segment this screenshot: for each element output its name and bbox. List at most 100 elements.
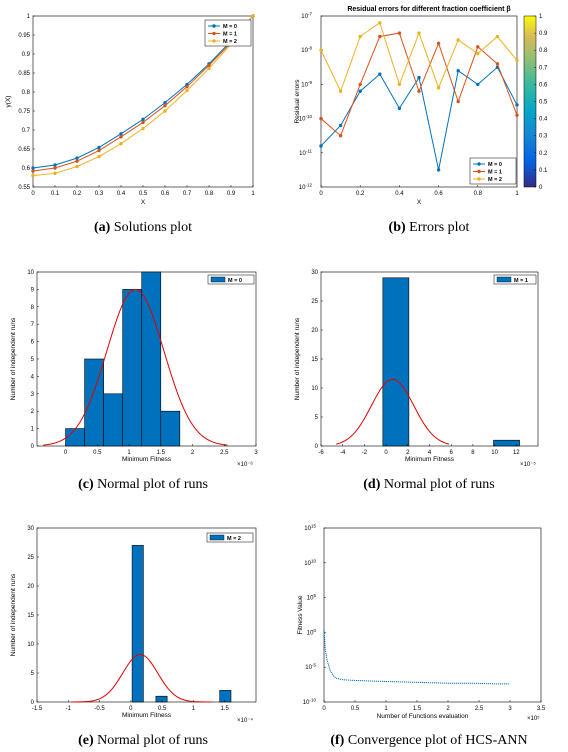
x-tick-label-a: 0 <box>31 191 35 197</box>
y-tick-label-a: 0.95 <box>18 33 30 39</box>
y-tick-label-d: 30 <box>311 270 318 276</box>
x-tick-label-a: 0.5 <box>139 191 148 197</box>
x-exponent-e: ×10⁻⁴ <box>237 717 253 724</box>
y-tick-label-b-base: 10 <box>299 185 306 191</box>
y-tick-label-a: 0.85 <box>18 71 30 77</box>
y-tick-label-f-base: 10 <box>307 630 314 636</box>
y-tick-label-a: 0.55 <box>18 185 30 191</box>
y-tick-label-c: 8 <box>31 305 35 311</box>
data-point-b <box>417 31 421 35</box>
legend-marker-a <box>212 24 216 28</box>
colorbar-tick-label: 0.2 <box>539 151 548 157</box>
y-tick-label-b-base: 10 <box>301 82 308 88</box>
y-tick-label-a: 0.75 <box>18 109 30 115</box>
x-tick-label-a: 0.3 <box>95 191 104 197</box>
data-point-a <box>141 117 145 122</box>
data-point-b <box>417 89 421 93</box>
x-tick-label-d: 12 <box>513 450 520 456</box>
y-tick-label-e: 15 <box>27 613 34 619</box>
legend-label-b: M = 1 <box>488 170 502 176</box>
y-tick-label-e: 5 <box>31 671 35 677</box>
x-tick-label-a: 0.7 <box>183 191 192 197</box>
data-point-a <box>75 159 79 163</box>
x-tick-label-e: 0.5 <box>158 706 167 712</box>
data-point-b <box>515 103 519 107</box>
y-tick-label-b-exp: -10 <box>305 114 312 119</box>
histogram-bar-d <box>382 277 410 447</box>
x-tick-label-f: 1 <box>384 706 388 712</box>
y-tick-label-a: 1 <box>27 14 31 20</box>
x-tick-label-f: 3 <box>508 706 512 712</box>
y-tick-label-f-exp: -5 <box>312 663 316 668</box>
y-tick-label-f: 100 <box>307 628 317 637</box>
legend-label-e: M = 2 <box>227 536 241 542</box>
y-tick-label-b-base: 10 <box>299 151 306 157</box>
legend-marker-a <box>212 39 216 43</box>
y-tick-label-c: 2 <box>31 409 35 415</box>
caption-text: Normal plot of runs <box>94 477 208 492</box>
data-point-b <box>436 86 441 90</box>
data-point-b <box>456 69 460 73</box>
y-tick-label-f-base: 10 <box>303 700 310 706</box>
y-tick-label-f: 105 <box>307 593 317 602</box>
x-tick-label-d: 4 <box>428 450 432 456</box>
y-tick-label-a: 0.8 <box>22 90 31 96</box>
data-point-b <box>476 45 480 49</box>
data-point-b <box>495 34 500 39</box>
legend-swatch-e <box>209 534 225 541</box>
y-tick-label-c: 7 <box>31 322 35 328</box>
data-point-b <box>378 21 382 25</box>
x-tick-label-d: 10 <box>491 450 498 456</box>
data-point-a <box>163 103 167 108</box>
data-point-a <box>97 154 101 159</box>
x-tick-label-b: 0 <box>319 191 323 197</box>
y-tick-label-a: 0.65 <box>18 147 30 153</box>
normal-fit-curve-e <box>71 653 213 703</box>
x-tick-label-a: 0.4 <box>117 191 126 197</box>
histogram-bar-d <box>493 439 520 447</box>
legend-box-d <box>493 274 537 285</box>
data-point-b <box>358 89 362 93</box>
y-tick-label-f-base: 10 <box>304 561 311 567</box>
y-tick-label-b: 10-9 <box>301 80 312 89</box>
data-point-a <box>53 166 57 170</box>
legend-marker-a <box>212 31 216 36</box>
plot-frame-e <box>36 527 257 703</box>
x-exponent-d: ×10⁻⁵ <box>520 461 536 468</box>
legend-box-e <box>206 532 254 543</box>
x-tick-label-c: 2.5 <box>220 450 229 456</box>
data-point-a <box>185 84 189 89</box>
x-tick-label-e: -1 <box>66 706 72 712</box>
y-tick-label-f-base: 10 <box>304 526 311 532</box>
data-point-b <box>397 31 402 35</box>
caption-id: (c) <box>78 477 94 492</box>
y-tick-label-f-exp: 15 <box>311 524 317 529</box>
data-point-b <box>515 113 519 117</box>
caption-id: (e) <box>78 733 94 748</box>
colorbar-tick-label: 0.9 <box>539 31 548 37</box>
x-tick-label-a: 0.2 <box>73 191 82 197</box>
y-tick-label-d: 15 <box>311 357 318 363</box>
x-tick-label-d: -2 <box>362 450 368 456</box>
data-point-b <box>397 82 402 87</box>
data-point-a <box>207 63 211 68</box>
x-axis-label-b: X <box>417 199 422 206</box>
convergence-line-f <box>323 628 510 685</box>
y-axis-label-b: Residual errors <box>294 79 301 124</box>
x-axis-label-d: Minimum Fitness <box>405 456 455 463</box>
y-tick-label-b-exp: -9 <box>308 80 312 85</box>
colorbar-tick-label: 0.4 <box>539 117 548 123</box>
y-tick-label-f-base: 10 <box>305 665 312 671</box>
data-point-b <box>495 62 500 66</box>
histogram-bar-e <box>219 690 232 703</box>
y-axis-label-f: Fitness Value <box>297 595 304 634</box>
data-point-a <box>141 126 145 131</box>
y-tick-label-c: 6 <box>31 340 35 346</box>
y-tick-label-f-exp: 5 <box>313 593 316 598</box>
x-tick-label-e: 1.5 <box>221 706 230 712</box>
data-point-b <box>456 38 460 42</box>
x-tick-label-f: 2.5 <box>475 706 484 712</box>
colorbar-tick-label: 0.8 <box>539 48 548 54</box>
y-axis-label-e: Number of independent runs <box>10 573 17 656</box>
x-tick-label-b: 0.6 <box>434 191 443 197</box>
